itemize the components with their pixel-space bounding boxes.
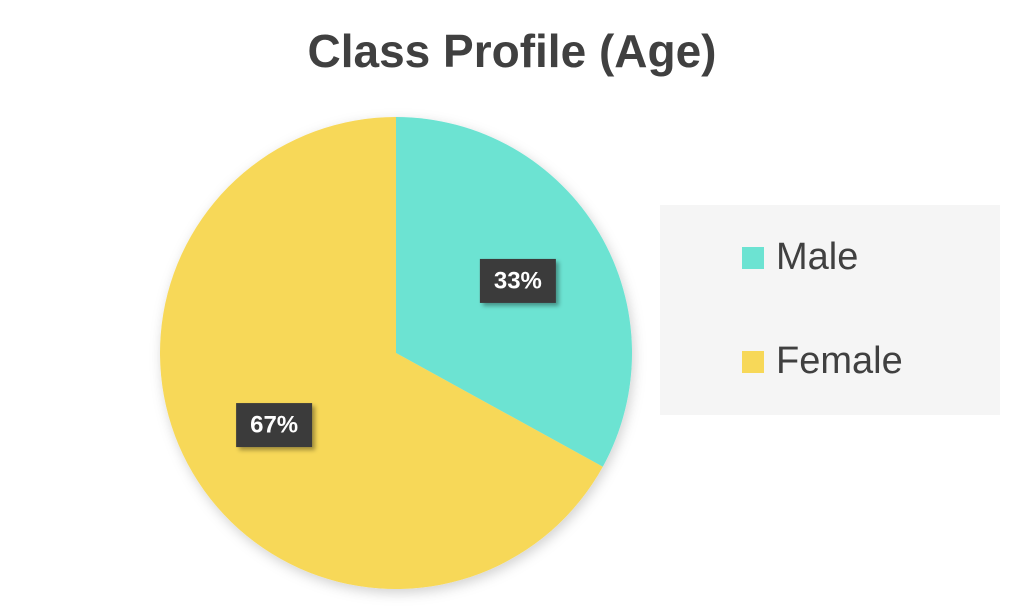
legend-label: Female xyxy=(776,340,903,382)
legend-swatch xyxy=(742,247,764,269)
pie-slice xyxy=(159,116,603,589)
data-label: 33% xyxy=(479,258,556,303)
legend-swatch xyxy=(742,351,764,373)
legend-label: Male xyxy=(776,236,858,278)
data-label-text: 33% xyxy=(494,267,542,294)
chart-title: Class Profile (Age) xyxy=(308,25,717,77)
data-label-box xyxy=(479,258,556,303)
data-label: 67% xyxy=(236,403,313,448)
pie xyxy=(159,116,632,589)
data-label-text: 67% xyxy=(250,411,298,438)
data-labels: 33% 67% xyxy=(236,258,556,448)
legend: Male Female xyxy=(742,236,903,382)
legend-box xyxy=(660,205,1000,415)
data-label-box xyxy=(236,403,313,448)
